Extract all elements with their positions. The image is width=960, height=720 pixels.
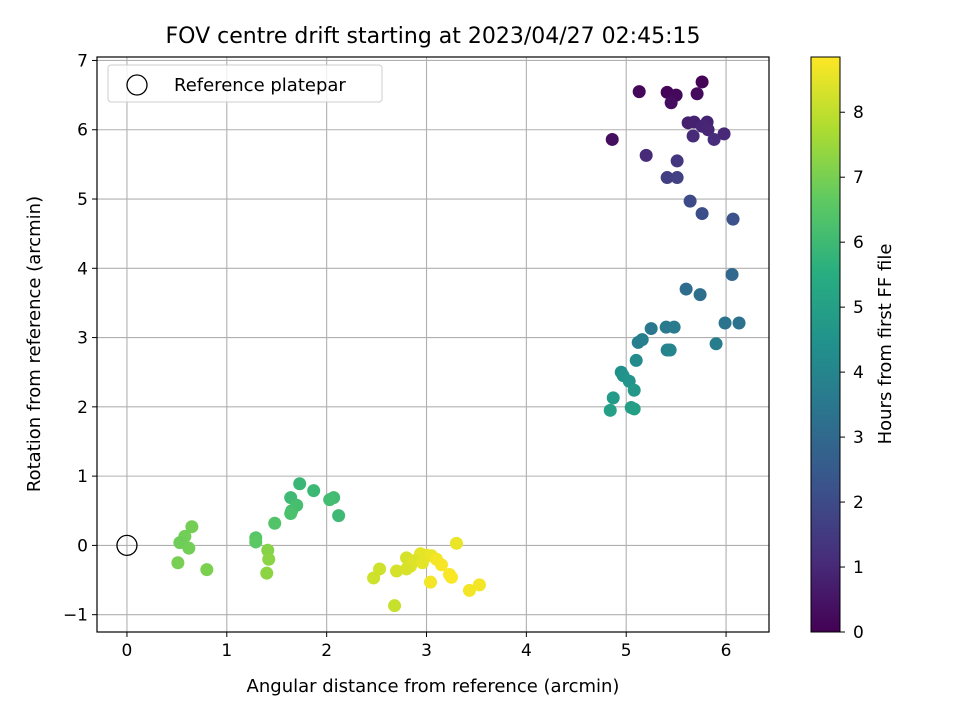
x-tick-label: 5: [621, 641, 632, 661]
data-point: [249, 535, 263, 549]
colorbar-label: Hours from first FF file: [875, 244, 896, 445]
colorbar-ticks: 0 1 2 3 4 5 6 7 8: [840, 103, 864, 643]
y-tick-label: 4: [77, 259, 88, 279]
data-point: [718, 316, 732, 330]
y-tick-label: 7: [77, 51, 88, 71]
data-point: [605, 132, 619, 146]
data-point: [639, 148, 653, 162]
legend-box: [107, 64, 383, 103]
data-point: [268, 516, 282, 530]
colorbar-tick-label: 6: [853, 233, 864, 253]
colorbar-tick-label: 1: [853, 558, 864, 578]
data-point: [390, 564, 404, 578]
data-point: [717, 127, 731, 141]
y-tick-label: 6: [77, 121, 88, 141]
data-point: [424, 575, 438, 589]
data-point: [472, 578, 486, 592]
data-point: [725, 268, 739, 282]
y-tick-label: 1: [77, 467, 88, 487]
data-point: [603, 403, 617, 417]
y-tick-label: 3: [77, 329, 88, 349]
legend: Reference platepar: [107, 64, 383, 103]
grid-lines: [97, 57, 769, 632]
x-tick-label: 2: [321, 641, 332, 661]
colorbar-tick-label: 3: [853, 428, 864, 448]
data-point: [284, 507, 298, 521]
data-point: [293, 477, 307, 491]
data-point: [307, 484, 321, 498]
data-point: [693, 288, 707, 302]
data-point: [367, 571, 381, 585]
data-point: [664, 96, 678, 110]
colorbar-tick-label: 5: [853, 298, 864, 318]
x-tick-label: 3: [421, 641, 432, 661]
y-tick-label: 5: [77, 190, 88, 210]
data-point: [462, 583, 476, 597]
data-point: [686, 129, 700, 143]
reference-platepar-marker: [116, 534, 138, 557]
data-point: [707, 132, 721, 146]
data-point: [726, 212, 740, 226]
data-point: [262, 552, 276, 566]
colorbar-gradient: [810, 56, 841, 633]
colorbar-tick-label: 7: [853, 168, 864, 188]
x-tick-label: 1: [221, 641, 232, 661]
data-point: [660, 171, 674, 185]
data-point: [644, 322, 658, 336]
reference-marker: [116, 534, 138, 557]
data-point: [416, 556, 430, 570]
colorbar-tick-label: 0: [853, 623, 864, 643]
data-point: [388, 599, 402, 613]
data-point: [449, 536, 463, 550]
data-point: [434, 558, 448, 572]
data-point: [663, 343, 677, 357]
legend-label: Reference platepar: [174, 75, 346, 96]
data-point: [631, 335, 645, 349]
x-axis-label: Angular distance from reference (arcmin): [247, 676, 620, 697]
data-point: [667, 320, 681, 334]
data-point: [701, 123, 715, 137]
x-tick-label: 4: [521, 641, 532, 661]
x-tick-label: 6: [721, 641, 732, 661]
colorbar-tick-label: 4: [853, 363, 864, 383]
x-tick-label: 0: [122, 641, 133, 661]
y-tick-label: 2: [77, 398, 88, 418]
data-point: [323, 493, 337, 507]
colorbar: 0 1 2 3 4 5 6 7 8 Hours from first FF file: [810, 56, 896, 643]
data-point: [690, 87, 704, 101]
data-point: [683, 194, 697, 208]
data-point: [632, 85, 646, 99]
plot-frame: [96, 56, 770, 633]
legend-marker-icon: [126, 74, 148, 96]
data-points: [171, 75, 746, 613]
y-axis-ticks: −1 0 1 2 3 4 5 6 7: [63, 51, 97, 626]
data-point: [629, 353, 643, 367]
data-point: [400, 562, 414, 576]
data-point: [732, 316, 746, 330]
data-point: [709, 337, 723, 351]
data-point: [695, 75, 709, 89]
data-point: [200, 563, 214, 577]
data-point: [695, 207, 709, 221]
data-point: [171, 556, 185, 570]
data-point: [606, 391, 620, 405]
data-point: [679, 282, 693, 296]
data-point: [627, 383, 641, 397]
colorbar-tick-label: 2: [853, 493, 864, 513]
x-axis-ticks: 0 1 2 3 4 5 6: [122, 632, 732, 661]
data-point: [670, 171, 684, 185]
chart-title: FOV centre drift starting at 2023/04/27 …: [166, 24, 701, 49]
data-point: [627, 402, 641, 416]
data-point: [444, 570, 458, 584]
y-axis-label: Rotation from reference (arcmin): [24, 196, 45, 492]
colorbar-tick-label: 8: [853, 103, 864, 123]
y-tick-label: 0: [77, 536, 88, 556]
data-point: [182, 541, 196, 555]
data-point: [260, 566, 274, 580]
data-point: [332, 509, 346, 523]
y-tick-label: −1: [63, 606, 88, 626]
data-point: [670, 154, 684, 168]
data-point: [185, 520, 199, 534]
